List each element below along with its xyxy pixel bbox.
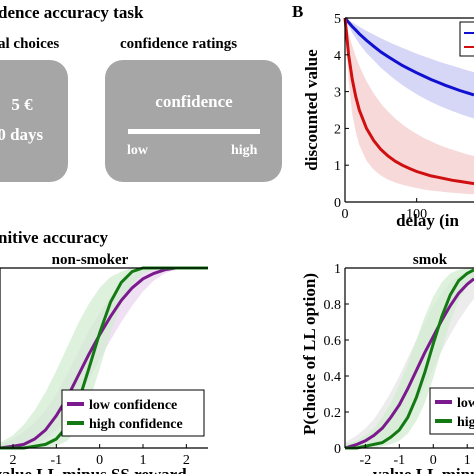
panel-c-title: nitive accuracy [0,228,108,247]
y-tick-label: 3 [334,86,341,101]
x-axis-label: value LL minus [373,465,474,474]
confidence-band-1 [0,268,208,448]
panel-a-title: dence accuracy task [0,3,144,22]
x-tick-label: 0 [96,453,103,468]
scale-high-label: high [231,143,258,158]
y-tick-label: 5 [334,12,341,27]
nonsmoker-chart: 2 -1 0 1 2value LL minus SS reward non-smoker… [0,252,208,474]
y-axis-label: discounted value [302,49,321,171]
x-tick-label: 2 [10,453,17,468]
choice-amount: 5 € [11,95,33,114]
x-tick-label: 100 [406,207,427,222]
x-tick-label: 0 [430,453,437,468]
y-tick-label: 1 [334,262,341,277]
y-tick-label: 0.4 [324,370,342,385]
legend-label-1: high confidence [89,417,183,432]
x-tick-label: 1 [140,453,147,468]
y-tick-label: 2 [334,122,341,137]
series-line-1 [345,268,474,450]
series-line-1 [343,17,474,186]
choices-label: al choices [0,36,59,52]
y-tick-label: 4 [334,49,341,64]
chart-title: non-smoker [52,252,129,268]
chart-title: smok [413,252,448,268]
discount-chart: 0 100 0 1 2 3 4 5 delay (in discounted value [302,12,474,230]
y-tick-label: 0.8 [324,298,342,313]
legend-label-0: low [457,396,474,411]
y-tick-label: 1 [334,159,341,174]
panel-b-label: B [292,2,303,21]
x-axis-label: value LL minus SS reward [0,465,187,474]
y-axis-label: P(choice of LL option) [300,273,319,435]
choice-delay: 90 days [0,125,44,144]
y-tick-label: 0 [334,196,341,211]
x-tick-label: 2 [183,453,190,468]
y-tick-label: 0.2 [324,406,342,421]
series-line-0 [343,17,474,97]
legend-box [61,389,205,437]
x-tick-label: -1 [50,453,62,468]
confidence-word: confidence [155,92,233,111]
y-tick-label: 0.6 [324,334,342,349]
choice-card [0,60,68,182]
confidence-scale-bar [128,129,260,134]
x-tick-label: 0 [342,207,349,222]
legend-box [459,21,474,57]
legend-label-1: high [457,415,474,430]
legend-label-0: low confidence [89,398,177,413]
scale-low-label: low [127,143,149,158]
x-tick-label: -1 [393,453,405,468]
confidence-band-1 [345,18,474,195]
series-line-0 [344,277,474,450]
legend-box [429,387,474,435]
ratings-label: confidence ratings [120,36,237,52]
x-axis-label: delay (in [396,211,459,230]
x-tick-label: -2 [360,453,372,468]
x-tick-label: 1 [464,453,471,468]
y-tick-label: 0 [334,442,341,457]
confidence-card [105,60,282,182]
